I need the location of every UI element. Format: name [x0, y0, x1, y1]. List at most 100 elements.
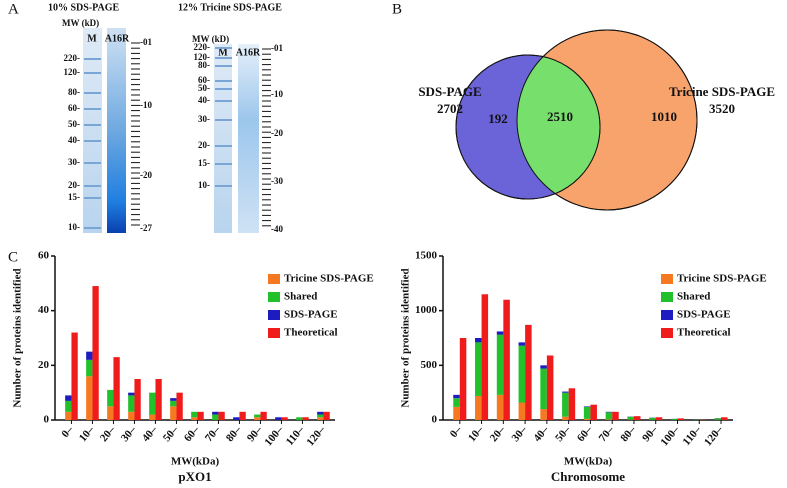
bar: [323, 411, 330, 420]
gel-lane: [83, 28, 102, 233]
legend-swatch: [268, 328, 280, 338]
bar: [65, 400, 72, 412]
mw-marker: 220-: [194, 42, 211, 52]
bar: [191, 417, 198, 420]
legend-swatch: [661, 292, 673, 302]
mw-marker: 40-: [198, 95, 210, 105]
x-tick-label: 10–: [77, 423, 97, 444]
bar: [518, 342, 526, 346]
bar: [212, 411, 219, 415]
bar: [714, 418, 722, 420]
mw-marker: 20-: [68, 180, 80, 190]
gel-band: [84, 197, 101, 199]
bar: [475, 338, 482, 343]
mw-marker: 60-: [198, 75, 210, 85]
bar: [540, 365, 547, 369]
legend-swatch: [268, 310, 280, 320]
x-tick-label: 100–: [658, 423, 682, 448]
legend-label: Theoretical: [677, 327, 731, 339]
legend-swatch: [661, 310, 673, 320]
mw-marker: 10-: [68, 222, 80, 232]
gel-band: [84, 124, 101, 126]
mw-marker: 60-: [68, 103, 80, 113]
mw-marker: 30-: [68, 157, 80, 167]
bar: [170, 398, 177, 401]
venn-label: Tricine SDS-PAGE: [669, 84, 775, 99]
bar: [197, 411, 204, 420]
legend-swatch: [661, 328, 673, 338]
gel-band: [84, 108, 101, 110]
gel-band: [215, 57, 232, 59]
gel-band: [215, 47, 232, 49]
legend-swatch: [661, 274, 673, 284]
x-tick-label: 0–: [59, 423, 76, 440]
venn-label: 2702: [437, 101, 463, 116]
chart-caption: pXO1: [178, 469, 211, 484]
bar: [540, 409, 547, 420]
bar: [302, 417, 309, 420]
x-tick-label: 110–: [681, 423, 704, 447]
bar: [218, 411, 225, 420]
bar: [540, 368, 547, 410]
x-tick-label: 60–: [575, 423, 595, 444]
gel-band: [84, 92, 101, 94]
x-tick-label: 100–: [262, 423, 286, 448]
gel-title: 10% SDS-PAGE: [48, 2, 120, 13]
x-tick-label: 50–: [161, 423, 181, 444]
y-tick-label: 60: [38, 250, 50, 262]
x-tick-label: 20–: [488, 423, 508, 444]
fraction-label: -01: [140, 37, 152, 47]
bar: [149, 414, 156, 420]
x-tick-label: 20–: [98, 423, 118, 444]
mw-marker: 80-: [68, 87, 80, 97]
bar: [518, 345, 526, 403]
fraction-label: -20: [140, 170, 152, 180]
gel-band: [84, 140, 101, 142]
x-tick-label: 60–: [182, 423, 202, 444]
bar: [605, 411, 613, 413]
venn-overlap: [517, 55, 600, 199]
bar: [65, 411, 72, 420]
gel-title: 12% Tricine SDS-PAGE: [178, 2, 282, 13]
fraction-label: -10: [140, 100, 152, 110]
bar: [453, 394, 460, 399]
bar: [86, 359, 93, 377]
bar: [562, 391, 569, 393]
bar: [191, 411, 198, 418]
bar: [546, 355, 554, 420]
mw-marker: 40-: [68, 135, 80, 145]
bar: [212, 414, 219, 420]
gel-lane: [238, 44, 259, 233]
bar: [65, 395, 72, 401]
legend-label: SDS-PAGE: [284, 309, 338, 321]
x-tick-label: 70–: [203, 423, 223, 444]
legend-label: Theoretical: [284, 327, 338, 339]
gel-band: [215, 185, 232, 187]
legend-label: Shared: [284, 291, 317, 303]
bar: [503, 299, 510, 420]
bar: [149, 392, 156, 415]
y-tick-label: 20: [38, 359, 50, 371]
y-tick-label: 40: [38, 304, 50, 316]
bar: [233, 417, 240, 420]
bar: [86, 351, 93, 360]
bar: [605, 419, 613, 420]
x-tick-label: 30–: [119, 423, 139, 444]
fraction-label: -10: [271, 89, 283, 99]
bar: [128, 411, 135, 420]
gel-band: [84, 227, 101, 229]
venn-label: 3520: [709, 101, 735, 116]
y-axis-label: Number of proteins identified: [12, 268, 24, 407]
bar: [296, 417, 303, 420]
lane-label: M: [218, 47, 228, 58]
x-tick-label: 90–: [640, 423, 660, 444]
bar: [317, 417, 324, 420]
bar: [155, 379, 162, 420]
x-tick-label: 80–: [224, 423, 244, 444]
bar: [254, 414, 261, 418]
gel-band: [84, 185, 101, 187]
gel-band: [84, 162, 101, 164]
gel-band: [84, 72, 101, 74]
bar: [562, 392, 569, 417]
y-tick-label: 500: [421, 359, 438, 371]
